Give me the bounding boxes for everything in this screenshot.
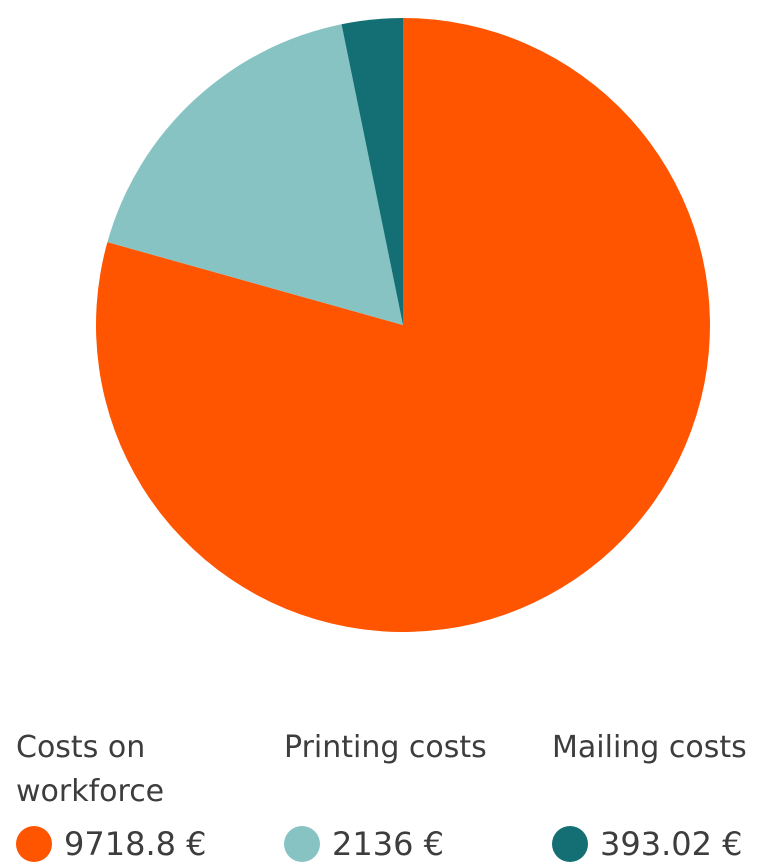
legend-label-printing: Printing costs: [284, 730, 487, 765]
legend-value-row-printing: 2136 €: [284, 822, 444, 866]
legend-value-printing: 2136 €: [332, 825, 444, 863]
legend-color-dot-printing: [284, 826, 320, 862]
legend: Costs on workforce 9718.8 € Printing cos…: [0, 726, 760, 864]
pie-slice-printing-costs[interactable]: [107, 24, 404, 326]
legend-value-mailing: 393.02 €: [600, 825, 743, 863]
legend-item-workforce[interactable]: Costs on workforce 9718.8 €: [16, 726, 207, 863]
legend-color-dot-workforce: [16, 826, 52, 862]
legend-item-mailing[interactable]: Mailing costs 393.02 €: [552, 726, 760, 863]
pie-chart: [95, 18, 711, 632]
legend-value-workforce: 9718.8 €: [64, 825, 207, 863]
legend-color-dot-mailing: [552, 826, 588, 862]
legend-label-mailing: Mailing costs: [552, 730, 747, 765]
legend-label-workforce: Costs on workforce: [16, 730, 165, 809]
legend-value-row-mailing: 393.02 €: [552, 822, 743, 866]
pie-slice-mailing-costs[interactable]: [341, 18, 403, 325]
pie-slices: [95, 18, 711, 632]
legend-value-row-workforce: 9718.8 €: [16, 822, 207, 866]
legend-item-printing[interactable]: Printing costs 2136 €: [284, 726, 524, 863]
